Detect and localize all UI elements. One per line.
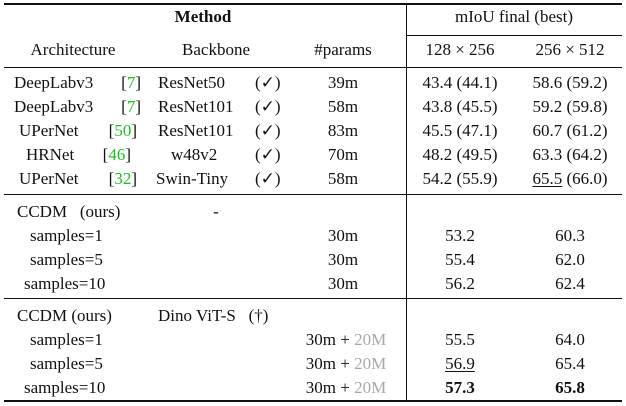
arch-name: DeepLabv3	[14, 73, 94, 92]
miou-128: 54.2 (55.9)	[422, 169, 498, 188]
arch-name: DeepLabv3	[14, 97, 94, 116]
citation: [46]	[102, 145, 131, 164]
citation: [32]	[108, 169, 137, 188]
backbone-name: ResNet50	[158, 73, 226, 92]
miou-256: 60.3	[555, 226, 585, 245]
citation: [7]	[121, 97, 141, 116]
samples-label: samples=10	[24, 274, 106, 293]
params-value: 30m + 20M	[306, 378, 386, 398]
col-backbone: Backbone	[182, 40, 250, 59]
params-value: 58m	[327, 169, 359, 188]
method-header: Method	[174, 7, 232, 26]
model-params: 30m	[305, 330, 337, 349]
best-value: (66.0)	[562, 169, 608, 188]
model-params: 30m	[305, 354, 337, 373]
ours-label: (ours)	[79, 202, 121, 221]
params-value: 39m	[327, 73, 359, 92]
citation-number: 46	[108, 145, 126, 164]
backbone-name: w48v2	[171, 145, 218, 164]
pretrained-mark: (✓)	[255, 97, 281, 116]
col-res-256: 256 × 512	[535, 40, 605, 59]
miou-256: 65.5 (66.0)	[532, 169, 607, 189]
pretrained-mark: (✓)	[255, 121, 281, 140]
col-params: #params	[314, 40, 372, 59]
dagger-mark: (†)	[248, 306, 269, 325]
miou-256: 58.6 (59.2)	[532, 73, 608, 92]
arch-name: UPerNet	[19, 169, 79, 188]
miou-256: 64.0	[555, 330, 585, 349]
miou-256: 60.7 (61.2)	[532, 121, 608, 140]
miou-128-second-best: 56.9	[445, 354, 475, 373]
citation-number: 7	[126, 73, 136, 92]
params-value: 30m	[327, 250, 359, 269]
samples-label: samples=10	[24, 378, 106, 397]
samples-label: samples=5	[30, 250, 103, 269]
citation-number: 7	[126, 97, 136, 116]
pretrained-mark: (✓)	[255, 169, 281, 188]
miou-128-best: 57.3	[445, 378, 475, 397]
pretrained-mark: (✓)	[255, 73, 281, 92]
underlined-second-best: 65.5	[532, 169, 563, 188]
bottom-rule	[4, 400, 622, 402]
params-value: 70m	[327, 145, 359, 164]
baseline-bottom-rule	[4, 194, 622, 195]
header-bottom-rule	[4, 67, 622, 68]
plus-sign: +	[336, 378, 355, 397]
plus-sign: +	[336, 354, 355, 373]
ccdm-title: CCDM (ours)	[17, 202, 120, 222]
samples-label: samples=5	[30, 354, 103, 373]
miou-128: 43.4 (44.1)	[422, 73, 498, 92]
miou-128: 55.5	[445, 330, 475, 349]
ccdm-dino-backbone: Dino ViT-S (†)	[158, 306, 268, 326]
miou-256: 59.2 (59.8)	[532, 97, 608, 116]
params-value: 30m + 20M	[306, 354, 386, 374]
miou-256: 62.0	[555, 250, 585, 269]
miou-128: 56.2	[445, 274, 475, 293]
citation: [50]	[108, 121, 137, 140]
params-value: 58m	[327, 97, 359, 116]
arch-name: UPerNet	[19, 121, 79, 140]
params-value: 30m + 20M	[306, 330, 386, 350]
ccdm-name: CCDM	[17, 202, 68, 221]
model-params: 30m	[305, 378, 337, 397]
column-divider	[406, 3, 407, 402]
col-architecture: Architecture	[30, 40, 116, 59]
plus-sign: +	[336, 330, 355, 349]
samples-label: samples=1	[30, 330, 103, 349]
miou-header: mIoU final (best)	[454, 7, 574, 26]
backbone-name: Dino ViT-S	[158, 306, 236, 325]
miou-128: 55.4	[445, 250, 475, 269]
backbone-params: 20M	[354, 354, 387, 373]
miou-128: 53.2	[445, 226, 475, 245]
arch-name: HRNet	[26, 145, 75, 164]
miou-256: 62.4	[555, 274, 585, 293]
group-divider-rule	[4, 298, 622, 299]
miou-128: 48.2 (49.5)	[422, 145, 498, 164]
miou-128: 43.8 (45.5)	[422, 97, 498, 116]
ccdm-dino-title: CCDM (ours)	[17, 306, 112, 325]
citation-number: 50	[114, 121, 132, 140]
samples-label: samples=1	[30, 226, 103, 245]
backbone-name: ResNet101	[158, 97, 234, 116]
ccdm-backbone: -	[213, 202, 219, 221]
miou-256: 65.4	[555, 354, 585, 373]
backbone-params: 20M	[354, 378, 387, 397]
params-value: 30m	[327, 274, 359, 293]
backbone-name: Swin-Tiny	[156, 169, 229, 188]
miou-256-best: 65.8	[555, 378, 585, 397]
citation-number: 32	[114, 169, 132, 188]
backbone-params: 20M	[354, 330, 387, 349]
miou-256: 63.3 (64.2)	[532, 145, 608, 164]
backbone-name: ResNet101	[158, 121, 234, 140]
pretrained-mark: (✓)	[255, 145, 281, 164]
miou-128: 45.5 (47.1)	[422, 121, 498, 140]
params-value: 83m	[327, 121, 359, 140]
top-rule	[4, 3, 622, 5]
header-rule	[406, 35, 622, 36]
citation: [7]	[121, 73, 141, 92]
col-res-128: 128 × 256	[425, 40, 495, 59]
params-value: 30m	[327, 226, 359, 245]
